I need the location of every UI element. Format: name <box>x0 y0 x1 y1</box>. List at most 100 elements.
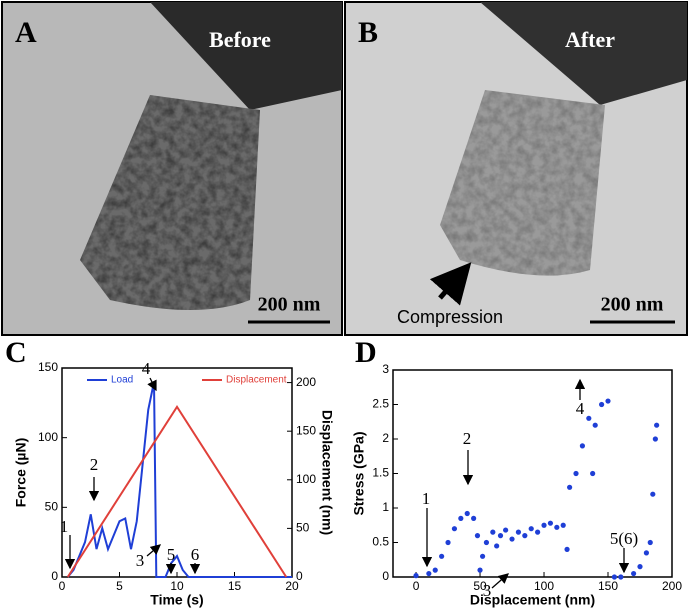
y-tick-label: 2.5 <box>372 397 389 411</box>
annotation: 2 <box>463 429 472 448</box>
point <box>590 470 596 477</box>
annotation: 3 <box>483 581 492 600</box>
point <box>592 422 598 428</box>
point <box>439 553 445 559</box>
annotation: 4 <box>142 359 151 378</box>
series-line <box>66 405 288 578</box>
point <box>494 543 500 549</box>
panel-b: B After Compression 200 nm <box>344 1 688 336</box>
x-tick-label: 20 <box>285 579 299 593</box>
legend-label: Displacement <box>226 375 287 386</box>
annotation: 5(6) <box>610 529 638 548</box>
legend-label: Load <box>111 375 133 386</box>
panel-a: A Before 200 nm <box>1 1 343 336</box>
point <box>458 515 464 521</box>
y2-tick-label: 0 <box>296 569 303 583</box>
y-tick-label: 1 <box>382 500 389 514</box>
point <box>631 570 637 577</box>
point <box>579 443 586 449</box>
y-tick-label: 150 <box>38 360 58 374</box>
panel-label: D <box>355 336 377 369</box>
x-tick-label: 100 <box>534 579 554 593</box>
point <box>413 573 419 579</box>
point <box>509 536 515 542</box>
scale-bar: 200 nm <box>258 294 321 316</box>
point <box>567 484 573 490</box>
point <box>490 529 496 535</box>
point <box>503 527 509 533</box>
caption: After <box>565 27 615 52</box>
x-tick-label: 150 <box>598 579 618 593</box>
x-tick-label: 15 <box>228 579 242 593</box>
annotation: 4 <box>576 399 585 418</box>
annotation: 1 <box>60 517 69 536</box>
point <box>652 436 658 442</box>
annotation-arrow <box>146 544 161 557</box>
y-axis-label: Stress (GPa) <box>351 431 367 515</box>
point <box>474 533 481 539</box>
y-axis-label: Force (µN) <box>13 438 29 508</box>
y-tick-label: 0.5 <box>372 535 389 549</box>
point <box>522 533 528 539</box>
caption: Before <box>209 27 271 52</box>
point <box>528 526 534 532</box>
point <box>477 567 483 573</box>
point <box>573 470 579 477</box>
y-tick-label: 100 <box>38 430 58 444</box>
scale-bar: 200 nm <box>601 294 664 316</box>
panel-label: B <box>358 16 378 49</box>
point <box>479 553 486 559</box>
point <box>611 574 618 580</box>
y-tick-label: 1.5 <box>372 466 389 480</box>
y-tick-label: 50 <box>45 500 59 514</box>
y2-tick-label: 100 <box>296 472 316 486</box>
point <box>535 529 541 535</box>
annotation-arrow <box>147 377 157 392</box>
point <box>432 567 438 573</box>
point <box>541 522 547 528</box>
x-tick-label: 10 <box>170 579 184 593</box>
panel-label: A <box>15 16 37 49</box>
annotation-arrow <box>491 573 509 589</box>
panel-label: C <box>5 336 27 369</box>
point <box>554 524 560 530</box>
x-tick-label: 200 <box>662 579 682 593</box>
point <box>426 570 432 577</box>
y2-tick-label: 150 <box>296 423 316 437</box>
point <box>560 522 566 528</box>
point <box>586 415 592 421</box>
x-tick-label: 50 <box>473 579 487 593</box>
annotation: 5 <box>167 545 176 564</box>
annotation: 3 <box>136 551 145 570</box>
y-tick-label: 0 <box>382 569 389 583</box>
x-axis-label: Time (s) <box>150 592 203 608</box>
point <box>483 539 490 546</box>
point <box>650 491 656 497</box>
point <box>547 520 554 526</box>
point <box>637 564 643 570</box>
y-tick-label: 3 <box>382 362 389 376</box>
point <box>445 539 451 546</box>
annotation: 2 <box>90 455 99 474</box>
annotation: 1 <box>422 489 431 508</box>
point <box>451 526 458 532</box>
y2-tick-label: 50 <box>296 521 310 535</box>
point <box>471 515 477 521</box>
point <box>647 539 653 546</box>
x-tick-label: 0 <box>413 579 420 593</box>
annotation: Compression <box>397 307 503 327</box>
series-line <box>66 381 292 578</box>
point <box>497 533 504 539</box>
point <box>618 574 624 580</box>
x-tick-label: 5 <box>116 579 123 593</box>
y-tick-label: 0 <box>51 569 58 583</box>
point <box>605 398 611 404</box>
point <box>464 510 470 517</box>
y-tick-label: 2 <box>382 431 389 445</box>
y2-axis-label: Displacement (nm) <box>319 410 335 535</box>
point <box>564 546 570 553</box>
x-tick-label: 0 <box>59 579 66 593</box>
point <box>643 550 650 556</box>
point <box>654 422 660 428</box>
